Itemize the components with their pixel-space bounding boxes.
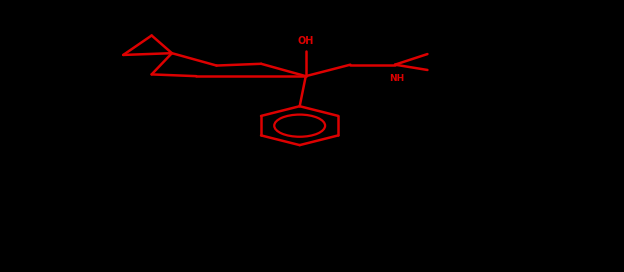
Text: NH: NH [389, 75, 404, 84]
Text: OH: OH [298, 36, 314, 46]
